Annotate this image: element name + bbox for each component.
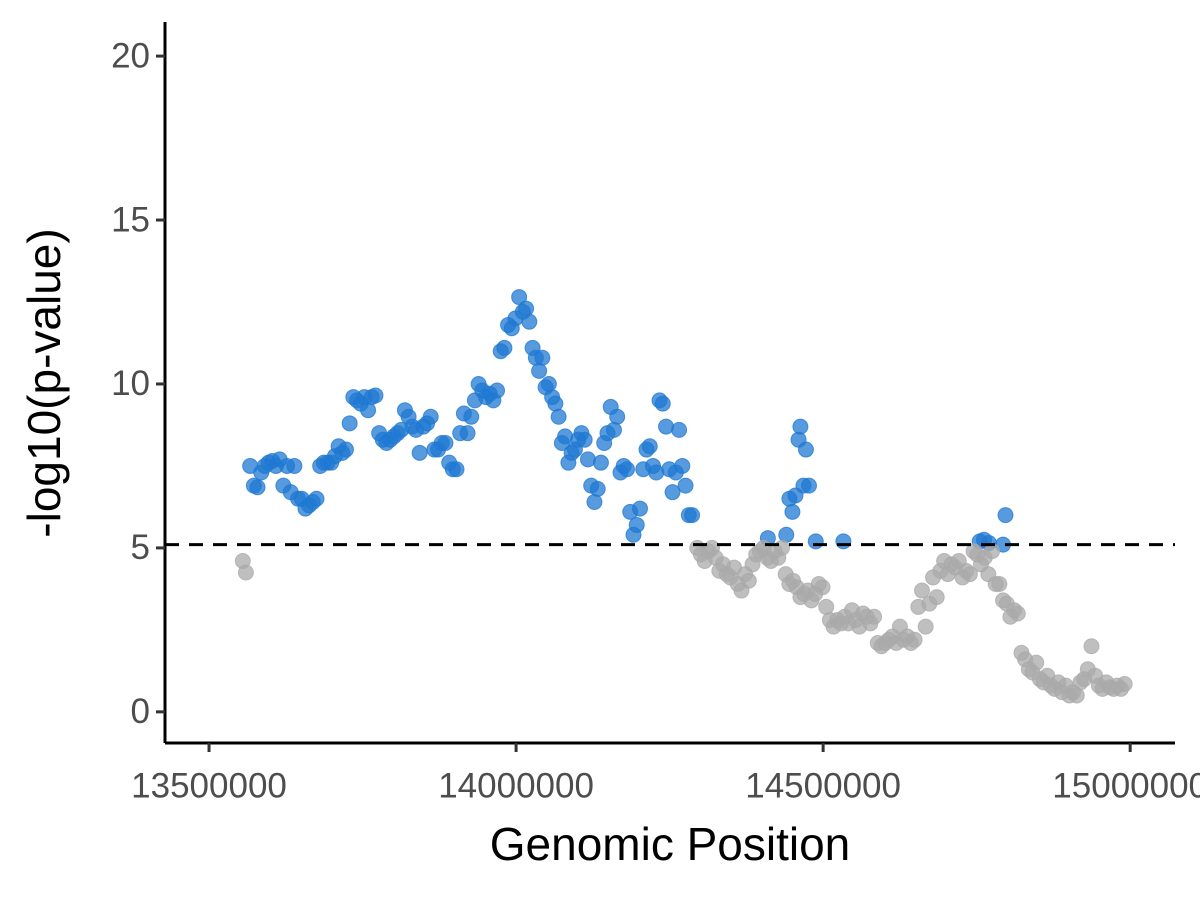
point [367,387,384,404]
point [628,516,645,533]
y-tick-label: 0 [131,692,150,731]
point [1083,638,1100,655]
point [237,564,254,581]
point [654,395,671,412]
point [609,408,626,425]
point [677,477,694,494]
point [818,598,835,615]
point [997,507,1014,524]
x-tick-label: 14500000 [745,766,901,805]
point [496,339,513,356]
point [835,533,852,550]
point [463,408,480,425]
point [586,494,603,511]
point [618,461,635,478]
point [547,395,564,412]
point [589,480,606,497]
point [422,408,439,425]
point [991,575,1008,592]
point [411,444,428,461]
point [1068,687,1085,704]
point [684,507,701,524]
point [534,349,551,366]
point [658,418,675,435]
x-tick-label: 14000000 [438,766,594,805]
y-axis-title: -log10(p-value) [18,228,70,537]
point [579,451,596,468]
x-axis-title: Genomic Position [490,818,851,870]
point [740,572,757,589]
point [1116,675,1133,692]
point [489,382,506,399]
point [784,503,801,520]
point [814,579,831,596]
point [448,461,465,478]
point [792,418,809,435]
y-tick-label: 15 [111,200,150,239]
point [928,589,945,606]
point [521,313,538,330]
point [592,454,609,471]
point [1009,605,1026,622]
point [906,631,923,648]
point [308,490,325,507]
y-tick-label: 20 [111,36,150,75]
y-tick-label: 5 [131,528,150,567]
point [801,477,818,494]
point [459,425,476,442]
point [674,457,691,474]
point [360,402,377,419]
point [557,428,574,445]
point [664,484,681,501]
point [961,566,978,583]
point [671,421,688,438]
point [632,500,649,517]
point [337,441,354,458]
point [648,464,665,481]
point [917,618,934,635]
point [605,421,622,438]
point [773,539,790,556]
point [341,415,358,432]
point [576,431,593,448]
point [866,608,883,625]
point [249,479,266,496]
point [286,457,303,474]
point [531,362,548,379]
point [913,582,930,599]
y-tick-label: 10 [111,364,150,403]
point [807,533,824,550]
point [797,441,814,458]
x-tick-label: 15000000 [1052,766,1200,805]
point [437,434,454,451]
point [1028,654,1045,671]
point [641,438,658,455]
point [550,408,567,425]
point [540,375,557,392]
x-tick-label: 13500000 [131,766,287,805]
point [518,300,535,317]
